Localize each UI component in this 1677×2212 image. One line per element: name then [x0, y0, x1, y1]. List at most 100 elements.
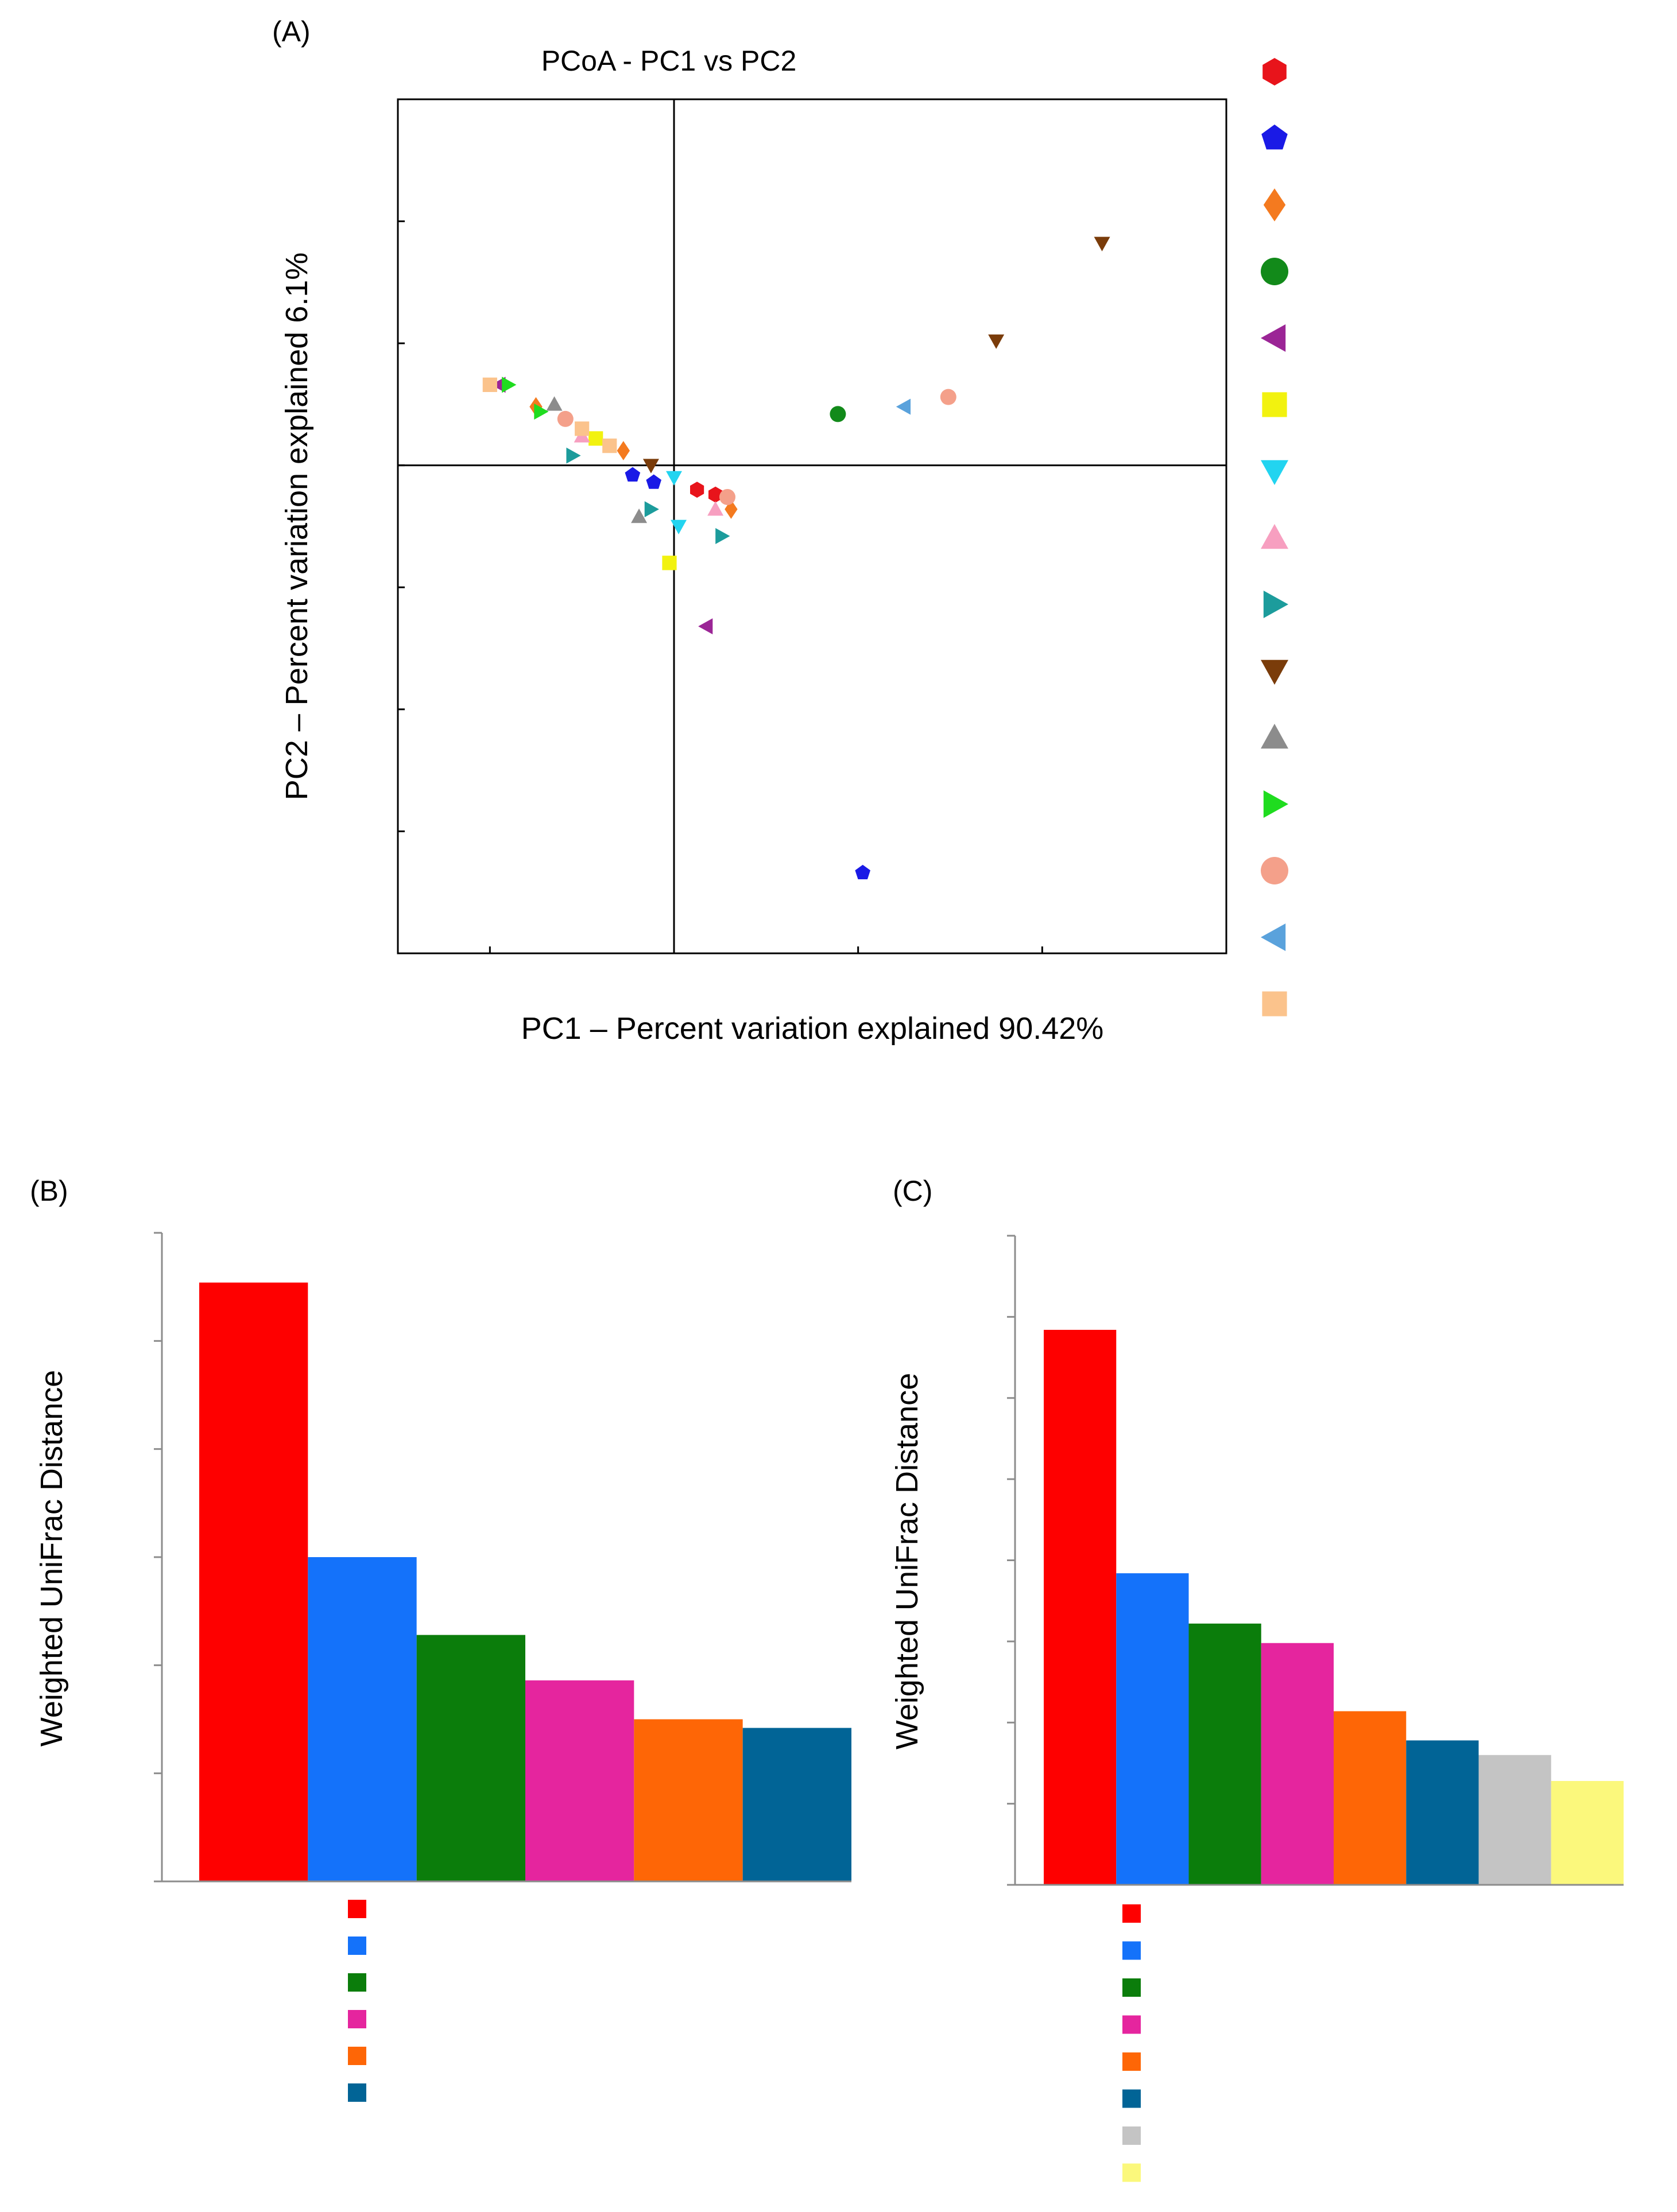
- bar: [1551, 1781, 1624, 1885]
- pcoa-point-day3-i-m: [830, 406, 846, 422]
- pcoa-point-day3-mock-t: [644, 501, 659, 518]
- bar: [1261, 1643, 1334, 1885]
- pcoa-axes: [398, 98, 1227, 954]
- pcoa-point-day7-i-t: [502, 377, 517, 393]
- bar-legend-swatch: [348, 1973, 366, 1992]
- pcoa-legend-marker: [1263, 591, 1288, 618]
- bar-legend-swatch: [348, 1900, 366, 1918]
- bar: [1188, 1623, 1261, 1885]
- pcoa-legend-item: [1263, 188, 1286, 222]
- pcoa-point-day7-mock-t: [575, 421, 590, 436]
- bar-panel-c: (C) Weighted UniFrac Distance: [890, 1175, 1624, 2182]
- pcoa-legend-item: [1263, 790, 1288, 818]
- panel-c-axis: [1007, 1235, 1624, 1886]
- pcoa-legend-marker: [1261, 324, 1286, 352]
- panel-c-bars: [1044, 1329, 1624, 1885]
- pcoa-points: [482, 236, 1110, 879]
- panel-b-y-axis-title: Weighted UniFrac Distance: [34, 1370, 69, 1747]
- bar: [1406, 1740, 1479, 1885]
- bar: [1116, 1573, 1189, 1885]
- bar-legend-swatch: [1122, 2015, 1141, 2034]
- bar-legend-item: [1122, 2163, 1141, 2182]
- pcoa-point-day3-mock-t: [715, 528, 730, 545]
- pcoa-legend-item: [1262, 991, 1287, 1016]
- pcoa-legend-marker: [1262, 392, 1287, 417]
- pcoa-point-day7-i-m: [642, 459, 659, 474]
- panel-c-label: (C): [893, 1175, 932, 1207]
- panel-a-label: (A): [272, 15, 311, 48]
- pcoa-point-day3-mock-s: [707, 501, 724, 516]
- pcoa-point-day7-i-t: [534, 403, 549, 420]
- pcoa-legend: [1261, 58, 1288, 1016]
- pcoa-legend-item: [1263, 591, 1288, 618]
- pcoa-legend-item: [1261, 125, 1288, 150]
- pcoa-legend-marker: [1261, 923, 1286, 951]
- pcoa-point-day0-m: [690, 482, 704, 498]
- pcoa-point-day7-mock-s: [896, 398, 911, 415]
- pcoa-point-day7-i-s: [546, 396, 563, 411]
- bar-legend-swatch: [348, 2083, 366, 2102]
- pcoa-legend-item: [1261, 923, 1286, 951]
- bar-legend-item: [348, 1900, 366, 1918]
- panel-b-bars: [199, 1282, 851, 1881]
- bar-legend-swatch: [1122, 2163, 1141, 2182]
- pcoa-point-day0-s: [625, 467, 641, 482]
- bar-legend-item: [1122, 1978, 1141, 1997]
- bar-legend-swatch: [1122, 2126, 1141, 2145]
- pcoa-legend-item: [1261, 460, 1288, 485]
- pcoa-legend-item: [1261, 524, 1288, 549]
- pcoa-legend-marker: [1261, 659, 1288, 685]
- bar-legend-item: [1122, 1904, 1141, 1923]
- panel-c-y-axis-title: Weighted UniFrac Distance: [890, 1373, 924, 1749]
- pcoa-y-axis-title: PC2 – Percent variation explained 6.1%: [280, 253, 314, 801]
- pcoa-legend-marker: [1263, 790, 1288, 818]
- bar: [1334, 1711, 1407, 1885]
- pcoa-point-day0-s: [646, 474, 661, 489]
- pcoa-point-day7-mock-m: [940, 389, 956, 405]
- panel-c-legend: [1122, 1904, 1141, 2182]
- bar-legend-item: [1122, 2126, 1141, 2145]
- bar: [742, 1728, 851, 1881]
- pcoa-x-axis-title: PC1 – Percent variation explained 90.42%: [521, 1011, 1104, 1046]
- pcoa-legend-item: [1261, 258, 1288, 285]
- pcoa-plot-frame: [397, 98, 1227, 954]
- bar-legend-item: [1122, 1941, 1141, 1960]
- pcoa-point-day7-i-m: [988, 334, 1005, 349]
- pcoa-panel: (A) PCoA - PC1 vs PC2 PC1 – Percent vari…: [272, 15, 1288, 1046]
- pcoa-legend-item: [1261, 324, 1286, 352]
- bar: [634, 1719, 743, 1881]
- bar-legend-swatch: [1122, 2052, 1141, 2071]
- pcoa-legend-marker: [1261, 724, 1288, 749]
- pcoa-legend-marker: [1261, 125, 1288, 150]
- bar-legend-item: [348, 2047, 366, 2065]
- bar: [416, 1635, 525, 1881]
- bar: [1044, 1329, 1117, 1885]
- pcoa-legend-marker: [1263, 188, 1286, 222]
- pcoa-point-day3-i-t: [662, 556, 677, 571]
- panel-b-legend: [348, 1900, 366, 2102]
- pcoa-point-day0-t: [725, 499, 738, 519]
- bar-legend-swatch: [1122, 1978, 1141, 1997]
- bar-legend-swatch: [1122, 1904, 1141, 1923]
- pcoa-point-day7-mock-t: [482, 377, 497, 393]
- pcoa-legend-marker: [1262, 991, 1287, 1016]
- pcoa-point-day0-m: [708, 486, 723, 503]
- pcoa-point-day3-mock-m: [671, 519, 687, 534]
- pcoa-point-day7-i-s: [631, 508, 648, 523]
- pcoa-point-day7-mock-m: [557, 410, 574, 427]
- bar: [525, 1680, 634, 1881]
- pcoa-legend-item: [1261, 857, 1288, 884]
- panel-b-axis: [154, 1232, 851, 1883]
- bar-legend-swatch: [1122, 1941, 1141, 1960]
- pcoa-point-day7-mock-m: [719, 488, 735, 505]
- bar: [308, 1557, 417, 1881]
- bar: [199, 1282, 308, 1881]
- pcoa-point-day0-s: [855, 864, 870, 879]
- pcoa-point-day3-mock-m: [666, 471, 682, 486]
- bar: [1478, 1755, 1551, 1885]
- pcoa-point-day0-t: [617, 441, 630, 461]
- bar-legend-swatch: [348, 1937, 366, 1955]
- pcoa-legend-item: [1262, 392, 1287, 417]
- bar-legend-swatch: [1122, 2089, 1141, 2108]
